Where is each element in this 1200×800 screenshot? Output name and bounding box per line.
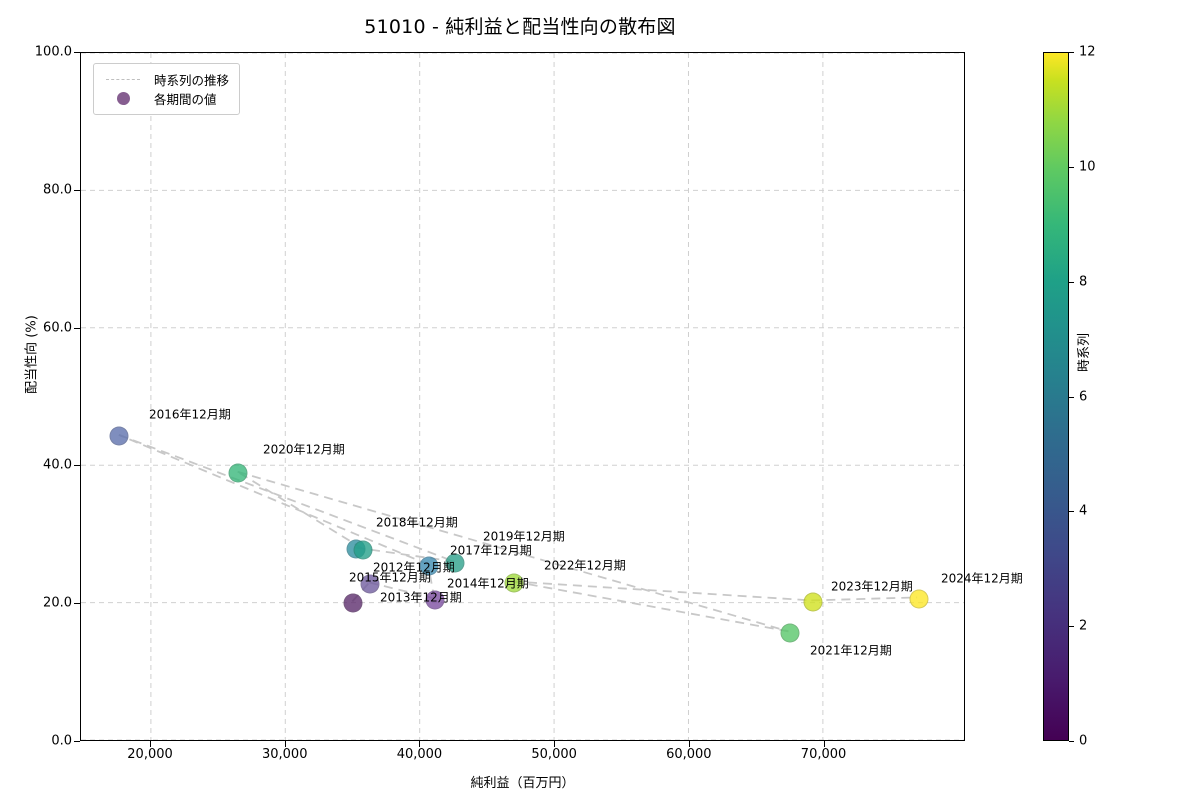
data-point[interactable]	[504, 573, 524, 593]
colorbar-gradient	[1043, 52, 1069, 741]
y-tick-label: 20.0	[43, 595, 72, 611]
y-tick-label: 40.0	[43, 457, 72, 473]
y-tick-mark	[74, 327, 80, 329]
trend-segment	[238, 472, 789, 632]
y-tick-mark	[74, 603, 80, 605]
legend-item-points[interactable]: 各期間の値	[102, 89, 229, 108]
data-point-label: 2013年12月期	[380, 590, 462, 605]
chart-legend[interactable]: 時系列の推移 各期間の値	[93, 63, 241, 115]
data-point[interactable]	[780, 623, 800, 643]
y-tick-label: 0.0	[51, 733, 72, 749]
y-tick-label: 80.0	[43, 182, 72, 198]
colorbar-tick-label: 0	[1079, 733, 1088, 749]
colorbar-tick-label: 8	[1079, 274, 1088, 290]
data-point[interactable]	[419, 556, 439, 576]
trend-segment	[119, 435, 428, 565]
data-point[interactable]	[353, 540, 373, 560]
colorbar-tick-mark	[1069, 741, 1074, 742]
y-tick-mark	[74, 189, 80, 191]
x-tick-mark	[419, 741, 421, 747]
data-point[interactable]	[803, 592, 823, 612]
colorbar-tick-label: 4	[1079, 503, 1088, 519]
x-tick-label: 30,000	[261, 747, 308, 762]
colorbar-tick-mark	[1069, 396, 1074, 398]
data-point[interactable]	[109, 426, 129, 446]
data-point[interactable]	[909, 589, 929, 609]
data-point-label: 2022年12月期	[544, 558, 626, 573]
x-tick-mark	[284, 741, 286, 747]
trend-segment	[513, 581, 788, 631]
legend-label-trend: 時系列の推移	[154, 73, 230, 88]
x-tick-mark	[823, 741, 825, 747]
data-point-label: 2017年12月期	[450, 543, 532, 558]
x-tick-label: 60,000	[666, 747, 712, 762]
x-tick-mark	[554, 741, 556, 747]
data-point[interactable]	[425, 590, 445, 610]
grid-layer	[81, 53, 964, 740]
colorbar-tick-mark	[1069, 52, 1074, 53]
x-tick-label: 70,000	[800, 747, 847, 762]
data-point-label: 2021年12月期	[810, 643, 892, 658]
trend-segment	[811, 597, 917, 600]
x-tick-mark	[688, 741, 690, 747]
colorbar-tick-label: 12	[1079, 44, 1096, 60]
y-axis-label: 配当性向 (%)	[24, 315, 40, 394]
y-tick-mark	[74, 52, 80, 53]
data-point-label: 2014年12月期	[447, 576, 529, 591]
x-axis-label: 純利益（百万円）	[470, 776, 575, 791]
y-tick-mark	[74, 465, 80, 467]
chart-title: 51010 - 純利益と配当性向の散布図	[364, 16, 676, 38]
data-point-label: 2018年12月期	[376, 515, 458, 530]
y-tick-mark	[74, 741, 80, 742]
x-tick-label: 50,000	[531, 747, 577, 762]
trend-segment	[238, 472, 363, 549]
data-point-label: 2012年12月期	[373, 560, 455, 575]
data-point-label: 2024年12月期	[941, 571, 1023, 586]
colorbar-tick-label: 6	[1079, 389, 1088, 404]
x-tick-mark	[150, 741, 152, 747]
data-point[interactable]	[445, 553, 465, 573]
data-point-label: 2019年12月期	[483, 529, 565, 544]
trend-segment	[369, 582, 434, 598]
trend-segment	[513, 581, 811, 600]
y-tick-label: 100.0	[34, 44, 72, 60]
legend-label-points: 各期間の値	[154, 92, 217, 107]
circle-marker-icon	[102, 92, 144, 105]
data-point-label: 2016年12月期	[149, 407, 231, 422]
x-tick-label: 40,000	[396, 747, 443, 762]
colorbar-tick-label: 10	[1079, 159, 1096, 175]
data-point[interactable]	[343, 593, 363, 613]
dashed-line-icon	[102, 79, 144, 80]
series-connector-lines	[81, 53, 964, 740]
colorbar-tick-mark	[1069, 281, 1074, 283]
plot-area: 2012年12月期 2013年12月期 2014年12月期 2015年12月期 2016…	[80, 52, 1023, 741]
data-point-label: 2020年12月期	[263, 442, 345, 457]
x-tick-label: 20,000	[127, 747, 173, 762]
colorbar-tick-mark	[1069, 166, 1074, 168]
data-point-label: 2023年12月期	[831, 579, 913, 594]
legend-item-trend[interactable]: 時系列の推移	[102, 70, 229, 89]
data-point[interactable]	[228, 463, 248, 483]
colorbar-tick-label: 2	[1079, 618, 1088, 634]
colorbar-label: 時系列	[1077, 332, 1092, 372]
colorbar-tick-mark	[1069, 626, 1074, 628]
data-point[interactable]	[360, 574, 380, 594]
y-tick-label: 60.0	[43, 320, 72, 336]
data-point-label: 2015年12月期	[349, 570, 431, 585]
colorbar: 0 2 4 6 8 10 12 時系列	[1043, 45, 1096, 749]
colorbar-tick-mark	[1069, 511, 1074, 513]
